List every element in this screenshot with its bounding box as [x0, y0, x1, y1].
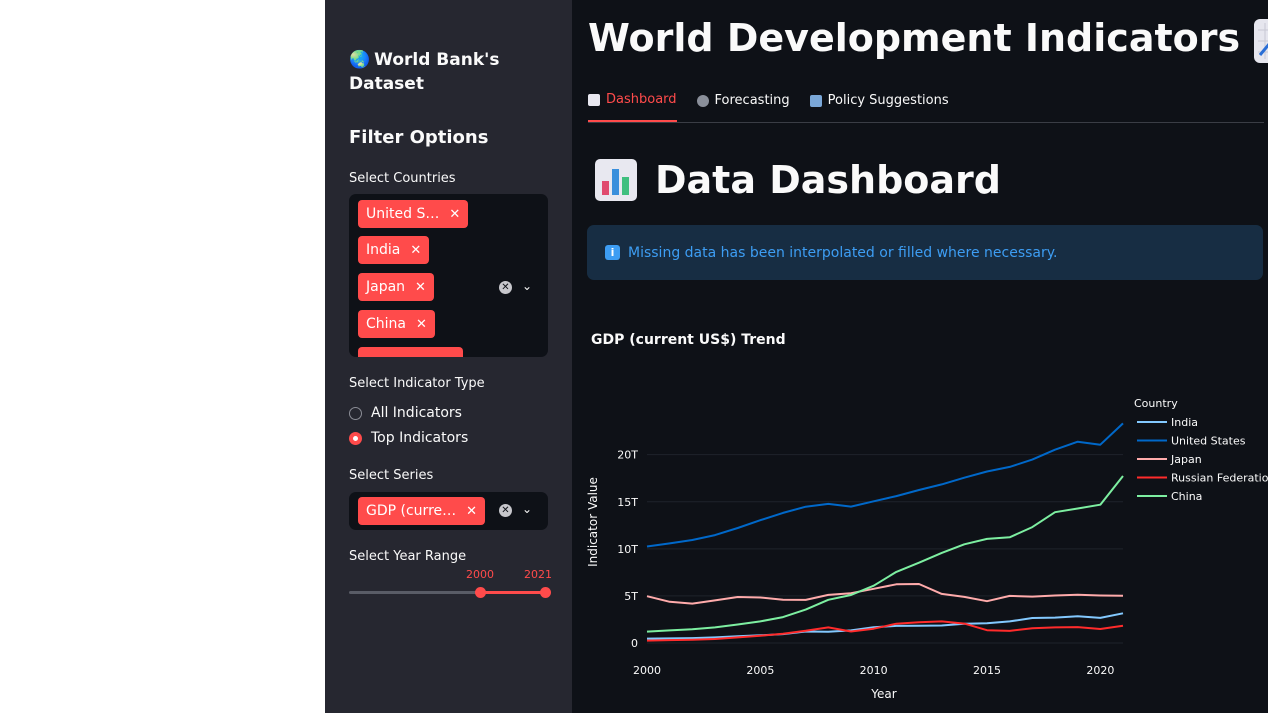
chart-title: GDP (current US$) Trend: [591, 332, 786, 348]
y-tick-label: 5T: [624, 590, 638, 603]
series-line-china: [646, 475, 1124, 633]
chevron-down-icon[interactable]: ⌄: [522, 502, 533, 516]
legend-label: Russian Federation: [1171, 472, 1268, 485]
chart-legend: India United States Japan Russian Federatio…: [1137, 416, 1268, 503]
globe-icon: 🌏: [349, 50, 371, 70]
remove-icon[interactable]: ✕: [449, 206, 461, 222]
year-slider-max-handle[interactable]: [540, 587, 551, 598]
filter-heading: Filter Options: [349, 127, 489, 148]
bar-chart-icon: [588, 93, 600, 106]
remove-icon[interactable]: ✕: [415, 279, 426, 295]
chip-gdp[interactable]: GDP (curre… ✕: [358, 497, 486, 525]
chevron-down-icon[interactable]: ⌄: [522, 279, 533, 293]
page-title: World Development Indicators: [588, 16, 1268, 63]
countries-label: Select Countries: [349, 171, 456, 186]
year-slider-min-handle[interactable]: [475, 587, 486, 598]
legend-label: Japan: [1170, 453, 1202, 466]
series-label: Select Series: [349, 468, 434, 483]
info-icon: i: [605, 245, 620, 260]
year-max-value: 2021: [524, 568, 552, 581]
tab-dashboard[interactable]: Dashboard: [588, 92, 677, 122]
crystal-ball-icon: [696, 94, 709, 107]
x-tick-label: 2015: [973, 664, 1001, 677]
tab-forecasting[interactable]: Forecasting: [696, 92, 790, 122]
radio-all-indicators[interactable]: All Indicators: [349, 405, 462, 421]
clear-icon[interactable]: ✕: [499, 504, 512, 517]
year-slider-range: [480, 591, 546, 594]
x-axis-label: Year: [870, 687, 896, 701]
chart-lines: [646, 422, 1124, 642]
tab-policy-suggestions[interactable]: Policy Suggestions: [809, 92, 949, 122]
indicator-label: Select Indicator Type: [349, 376, 485, 391]
radio-top-indicators[interactable]: Top Indicators: [349, 430, 468, 446]
x-tick-label: 2020: [1086, 664, 1114, 677]
info-alert: i Missing data has been interpolated or f…: [587, 225, 1263, 280]
radio-circle-icon[interactable]: [349, 406, 362, 420]
y-axis-label: Indicator Value: [587, 477, 600, 567]
remove-icon[interactable]: ✕: [410, 242, 422, 258]
x-tick-label: 2000: [633, 664, 661, 677]
chip-india[interactable]: India ✕: [358, 236, 430, 264]
countries-multiselect[interactable]: United S… ✕ India ✕ Japan ✕ China ✕ ✕ ⌄: [349, 194, 548, 357]
legend-label: China: [1171, 490, 1202, 503]
chip-overflow: [358, 347, 463, 357]
y-tick-label: 15T: [617, 496, 638, 509]
main-content: [572, 0, 1268, 713]
year-min-value: 2000: [466, 568, 494, 581]
chip-japan[interactable]: Japan ✕: [358, 273, 434, 301]
y-tick-label: 0: [631, 637, 638, 650]
gdp-line-chart: GDP (current US$) Trend 0 5T 10T 15T 20T 2000…: [587, 332, 1268, 701]
chip-united-states[interactable]: United S… ✕: [358, 200, 469, 228]
legend-title: Country: [1134, 397, 1178, 410]
year-slider-track[interactable]: [349, 591, 547, 594]
chart-grid: [647, 454, 1123, 644]
series-line-japan: [646, 583, 1124, 605]
remove-icon[interactable]: ✕: [416, 316, 427, 332]
clear-icon[interactable]: ✕: [499, 281, 512, 294]
series-line-russian-federation: [646, 620, 1124, 642]
series-line-united-states: [646, 422, 1124, 548]
legend-label: India: [1171, 416, 1198, 429]
app-window: 🌏 World Bank's Dataset Filter Options Sel…: [325, 0, 1268, 713]
x-tick-label: 2010: [860, 664, 888, 677]
chart-increasing-icon: [1254, 18, 1268, 63]
y-tick-label: 20T: [617, 449, 638, 462]
books-icon: [809, 94, 822, 107]
chip-china[interactable]: China ✕: [358, 310, 435, 338]
tab-bar: Dashboard Forecasting Policy Suggestions: [588, 92, 969, 122]
y-tick-label: 10T: [617, 543, 638, 556]
series-multiselect[interactable]: GDP (curre… ✕ ✕ ⌄: [349, 492, 548, 530]
bar-chart-icon: [595, 159, 637, 201]
tab-divider: [588, 122, 1264, 123]
year-range-label: Select Year Range: [349, 549, 467, 564]
sidebar-title: 🌏 World Bank's Dataset: [349, 50, 500, 94]
dashboard-title: Data Dashboard: [595, 158, 1001, 202]
radio-selected-icon[interactable]: [349, 431, 362, 445]
remove-icon[interactable]: ✕: [466, 503, 478, 519]
legend-label: United States: [1171, 435, 1246, 448]
sidebar: 🌏 World Bank's Dataset Filter Options Sel…: [325, 0, 572, 713]
chart-ticks: 0 5T 10T 15T 20T 2000 2005 2010 2015 2020: [617, 449, 1114, 677]
x-tick-label: 2005: [746, 664, 774, 677]
